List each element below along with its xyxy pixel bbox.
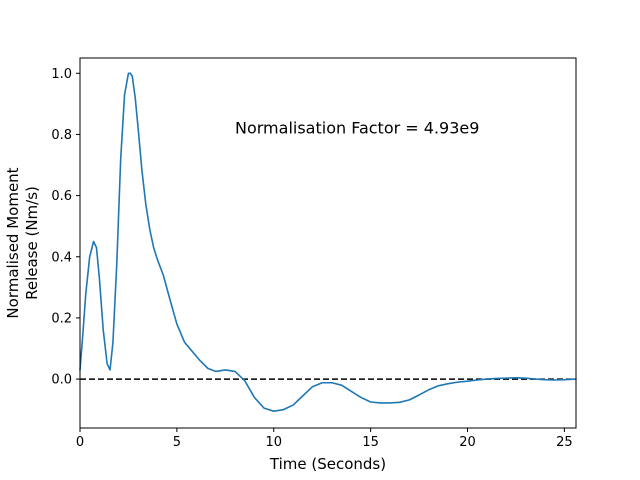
x-ticks: 0 5 10 15 20 25: [76, 428, 573, 450]
y-tick-label: 0.8: [51, 128, 72, 143]
x-tick-label: 5: [173, 435, 181, 450]
y-tick-label: 0.6: [51, 189, 72, 204]
x-tick-label: 25: [556, 435, 573, 450]
plot-frame: [79, 57, 577, 429]
x-tick-label: 0: [76, 435, 84, 450]
x-tick-label: 15: [362, 435, 379, 450]
plot-area: [80, 58, 576, 428]
x-axis-label: Time (Seconds): [269, 455, 386, 473]
y-tick-label: 0.4: [51, 250, 72, 265]
y-axis-label-line-1: Normalised Moment: [4, 167, 22, 318]
y-tick-label: 0.2: [51, 311, 72, 326]
series-line-0: [79, 72, 577, 412]
x-tick-label: 10: [265, 435, 282, 450]
series-layer: [79, 72, 577, 412]
y-ticks: 0.0 0.2 0.4 0.6 0.8 1.0: [51, 67, 80, 388]
y-axis-label-group: Normalised Moment Release (Nm/s): [4, 167, 41, 318]
x-tick-label: 20: [459, 435, 476, 450]
y-axis-label-line-2: Release (Nm/s): [23, 186, 41, 300]
y-tick-label: 1.0: [51, 67, 72, 82]
y-tick-label: 0.0: [51, 373, 72, 388]
normalisation-factor-annotation: Normalisation Factor = 4.93e9: [235, 118, 479, 137]
